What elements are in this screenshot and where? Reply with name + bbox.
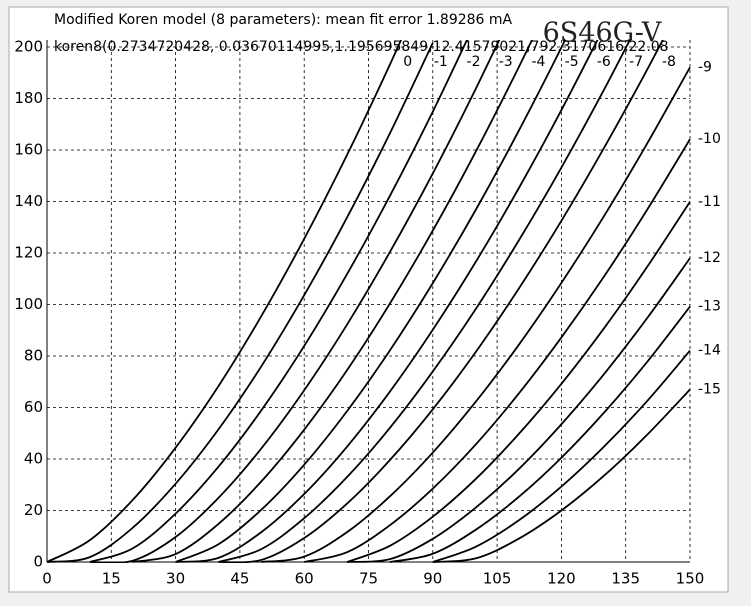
curve-label: -4 — [531, 54, 545, 70]
y-tick-label: 100 — [14, 295, 43, 313]
curve — [218, 40, 664, 563]
curve-label: -13 — [698, 299, 721, 315]
y-tick-label: 80 — [24, 347, 43, 365]
curve-label: 0 — [403, 54, 412, 70]
curve-label: -9 — [698, 59, 712, 75]
curve — [89, 40, 501, 563]
x-tick-label: 75 — [359, 570, 378, 588]
x-tick-label: 15 — [102, 570, 121, 588]
x-tick-label: 120 — [547, 570, 576, 588]
x-tick-label: 60 — [295, 570, 314, 588]
x-tick-label: 135 — [611, 570, 640, 588]
curve-label: -12 — [698, 250, 721, 266]
y-tick-label: 120 — [14, 244, 43, 262]
curve — [175, 40, 599, 563]
curve — [304, 138, 691, 563]
curve-label: -1 — [434, 54, 448, 70]
curve — [346, 201, 691, 563]
curve — [218, 40, 631, 563]
x-tick-label: 90 — [423, 570, 442, 588]
y-tick-label: 0 — [33, 553, 43, 571]
x-tick-label: 150 — [676, 570, 705, 588]
y-tick-label: 20 — [24, 501, 43, 519]
curve — [132, 40, 533, 563]
curve — [389, 306, 691, 563]
y-tick-label: 160 — [14, 141, 43, 159]
y-tick-label: 180 — [14, 89, 43, 107]
curve-label: -8 — [662, 54, 676, 70]
curve — [47, 40, 403, 563]
x-tick-label: 30 — [166, 570, 185, 588]
curve-label: -6 — [597, 54, 611, 70]
chart-title: Modified Koren model (8 parameters): mea… — [54, 12, 513, 28]
curve-label: -15 — [698, 381, 721, 397]
curve-label: -7 — [629, 54, 643, 70]
y-tick-label: 140 — [14, 192, 43, 210]
curve — [89, 40, 468, 563]
curve-label: -14 — [698, 343, 721, 359]
x-tick-label: 105 — [483, 570, 512, 588]
tube-label: 6S46G-V — [543, 18, 662, 49]
x-tick-label: 45 — [230, 570, 249, 588]
curve — [261, 66, 691, 563]
curves — [47, 40, 691, 563]
curve — [432, 350, 691, 563]
curve-label: -10 — [698, 131, 721, 147]
curve-label: -5 — [565, 54, 579, 70]
y-tick-label: 200 — [14, 38, 43, 56]
curve — [175, 40, 567, 563]
curve — [47, 42, 434, 563]
x-tick-label: 0 — [42, 570, 52, 588]
curve — [432, 388, 691, 563]
curve-label: -11 — [698, 194, 721, 210]
curve — [347, 257, 691, 563]
y-tick-label: 60 — [24, 398, 43, 416]
y-tick-label: 40 — [24, 450, 43, 468]
curve-label: -3 — [499, 54, 513, 70]
curve-label: -2 — [467, 54, 481, 70]
